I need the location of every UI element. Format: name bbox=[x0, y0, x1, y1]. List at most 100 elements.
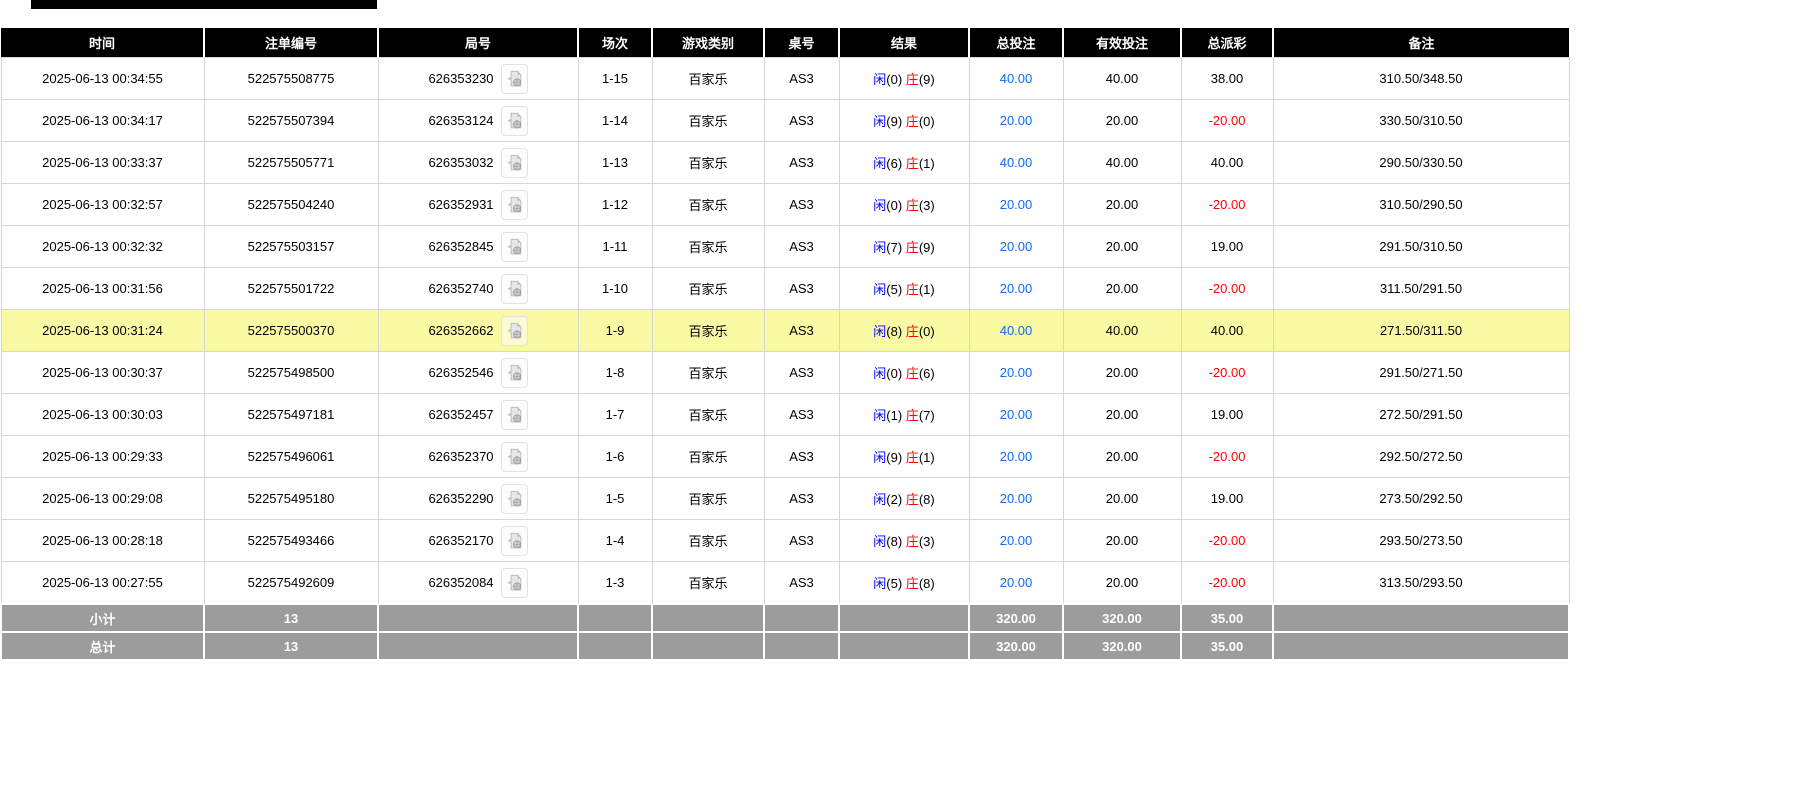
cell-bet-no: 522575503157 bbox=[203, 225, 379, 268]
col-header-game_type: 游戏类别 bbox=[651, 28, 764, 58]
table-row[interactable]: 2025-06-13 00:29:08 522575495180 626352290… bbox=[0, 477, 1570, 520]
player-result-label: 闲 bbox=[873, 492, 887, 507]
video-replay-button[interactable] bbox=[500, 189, 528, 220]
cell-time: 2025-06-13 00:32:57 bbox=[0, 183, 205, 226]
cell-game-type: 百家乐 bbox=[651, 477, 765, 520]
cell-session: 1-14 bbox=[577, 99, 653, 142]
cell-session: 1-5 bbox=[577, 477, 653, 520]
round-cell-content: 626353124 bbox=[383, 105, 574, 136]
player-points: (8) bbox=[886, 324, 906, 339]
cell-table-no: AS3 bbox=[763, 57, 840, 100]
video-replay-button[interactable] bbox=[500, 399, 528, 430]
video-replay-button[interactable] bbox=[500, 483, 528, 514]
player-result-label: 闲 bbox=[873, 282, 887, 297]
video-replay-button[interactable] bbox=[500, 441, 528, 472]
video-replay-icon bbox=[506, 406, 521, 422]
table-row[interactable]: 2025-06-13 00:30:03 522575497181 626352457… bbox=[0, 393, 1570, 436]
table-row[interactable]: 2025-06-13 00:32:32 522575503157 626352845… bbox=[0, 225, 1570, 268]
cell-round-no: 626352740 bbox=[377, 267, 579, 310]
round-number: 626352370 bbox=[428, 449, 494, 464]
video-replay-button[interactable] bbox=[500, 273, 528, 304]
video-replay-button[interactable] bbox=[500, 63, 528, 94]
cell-valid-bet: 20.00 bbox=[1062, 225, 1182, 268]
cell-remark: 291.50/271.50 bbox=[1272, 351, 1570, 394]
summary-empty-round bbox=[377, 603, 579, 633]
cell-time: 2025-06-13 00:29:33 bbox=[0, 435, 205, 478]
cell-table-no: AS3 bbox=[763, 519, 840, 562]
cell-remark: 311.50/291.50 bbox=[1272, 267, 1570, 310]
top-edge-strip bbox=[31, 0, 377, 9]
video-replay-button[interactable] bbox=[500, 357, 528, 388]
round-cell-content: 626352845 bbox=[383, 231, 574, 262]
table-row[interactable]: 2025-06-13 00:33:37 522575505771 626353032… bbox=[0, 141, 1570, 184]
banker-result-label: 庄 bbox=[905, 198, 919, 213]
player-points: (9) bbox=[886, 114, 906, 129]
round-number: 626352457 bbox=[428, 407, 494, 422]
cell-total-payout: -20.00 bbox=[1180, 351, 1274, 394]
table-row[interactable]: 2025-06-13 00:34:17 522575507394 626353124… bbox=[0, 99, 1570, 142]
cell-game-type: 百家乐 bbox=[651, 141, 765, 184]
cell-total-bet: 20.00 bbox=[968, 561, 1064, 605]
table-row[interactable]: 2025-06-13 00:30:37 522575498500 626352546… bbox=[0, 351, 1570, 394]
table-row[interactable]: 2025-06-13 00:27:55 522575492609 626352084… bbox=[0, 561, 1570, 605]
video-replay-button[interactable] bbox=[500, 147, 528, 178]
cell-bet-no: 522575496061 bbox=[203, 435, 379, 478]
video-replay-button[interactable] bbox=[500, 105, 528, 136]
cell-bet-no: 522575492609 bbox=[203, 561, 379, 605]
video-replay-icon bbox=[506, 448, 521, 464]
video-replay-icon bbox=[506, 238, 521, 254]
round-cell-content: 626352370 bbox=[383, 441, 574, 472]
round-cell-content: 626352457 bbox=[383, 399, 574, 430]
round-cell-content: 626352740 bbox=[383, 273, 574, 304]
cell-table-no: AS3 bbox=[763, 477, 840, 520]
player-result-label: 闲 bbox=[873, 72, 887, 87]
cell-result: 闲(8) 庄(3) bbox=[838, 519, 970, 562]
banker-points: (1) bbox=[918, 156, 935, 171]
header-row: 时间 注单编号 局号 场次 游戏类别 桌号 结果 总投注 有效投注 总派彩 备注 bbox=[1, 28, 1569, 58]
table-row[interactable]: 2025-06-13 00:34:55 522575508775 626353230… bbox=[0, 57, 1570, 100]
banker-result-label: 庄 bbox=[905, 72, 919, 87]
video-replay-button[interactable] bbox=[500, 525, 528, 556]
cell-result: 闲(7) 庄(9) bbox=[838, 225, 970, 268]
cell-session: 1-12 bbox=[577, 183, 653, 226]
summary-empty-result bbox=[838, 603, 970, 633]
cell-bet-no: 522575501722 bbox=[203, 267, 379, 310]
cell-session: 1-9 bbox=[577, 309, 653, 352]
cell-valid-bet: 20.00 bbox=[1062, 519, 1182, 562]
cell-total-payout: -20.00 bbox=[1180, 267, 1274, 310]
round-number: 626353230 bbox=[428, 71, 494, 86]
round-cell-content: 626352931 bbox=[383, 189, 574, 220]
cell-session: 1-7 bbox=[577, 393, 653, 436]
table-row[interactable]: 2025-06-13 00:31:24 522575500370 626352662… bbox=[0, 309, 1570, 352]
cell-time: 2025-06-13 00:31:24 bbox=[0, 309, 205, 352]
cell-round-no: 626352662 bbox=[377, 309, 579, 352]
video-replay-button[interactable] bbox=[500, 567, 528, 598]
video-replay-button[interactable] bbox=[500, 231, 528, 262]
cell-total-payout: -20.00 bbox=[1180, 435, 1274, 478]
summary-empty-game bbox=[651, 603, 765, 633]
table-row[interactable]: 2025-06-13 00:31:56 522575501722 626352740… bbox=[0, 267, 1570, 310]
player-result-label: 闲 bbox=[873, 198, 887, 213]
table-row[interactable]: 2025-06-13 00:28:18 522575493466 626352170… bbox=[0, 519, 1570, 562]
cell-total-bet: 20.00 bbox=[968, 519, 1064, 562]
round-number: 626353124 bbox=[428, 113, 494, 128]
summary-label: 小计 bbox=[0, 603, 205, 633]
cell-table-no: AS3 bbox=[763, 351, 840, 394]
table-row[interactable]: 2025-06-13 00:29:33 522575496061 626352370… bbox=[0, 435, 1570, 478]
round-number: 626352740 bbox=[428, 281, 494, 296]
cell-total-payout: 19.00 bbox=[1180, 225, 1274, 268]
cell-time: 2025-06-13 00:30:37 bbox=[0, 351, 205, 394]
cell-round-no: 626352931 bbox=[377, 183, 579, 226]
summary-valid-bet: 320.00 bbox=[1062, 631, 1182, 661]
player-result-label: 闲 bbox=[873, 576, 887, 591]
video-replay-button[interactable] bbox=[500, 315, 528, 346]
summary-empty-remark bbox=[1272, 603, 1570, 633]
cell-total-payout: -20.00 bbox=[1180, 561, 1274, 605]
banker-result-label: 庄 bbox=[905, 534, 919, 549]
cell-bet-no: 522575497181 bbox=[203, 393, 379, 436]
table-row[interactable]: 2025-06-13 00:32:57 522575504240 626352931… bbox=[0, 183, 1570, 226]
round-number: 626352546 bbox=[428, 365, 494, 380]
cell-remark: 290.50/330.50 bbox=[1272, 141, 1570, 184]
summary-label: 总计 bbox=[0, 631, 205, 661]
cell-result: 闲(5) 庄(1) bbox=[838, 267, 970, 310]
